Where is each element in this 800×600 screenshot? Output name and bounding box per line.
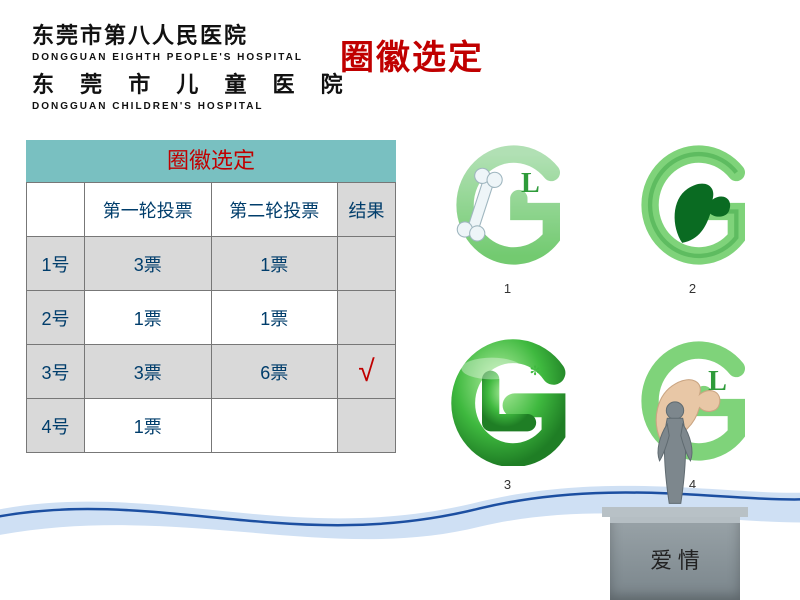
cell-r2: 1票 — [211, 237, 338, 291]
cell-r2 — [211, 399, 338, 453]
svg-text:L: L — [521, 168, 540, 199]
cell-result: √ — [338, 345, 396, 399]
logo-grid: L 1 2 ✼ 3 — [430, 140, 770, 492]
svg-text:✼: ✼ — [529, 363, 540, 378]
plinth-text: 爱 情 — [610, 543, 740, 575]
hospital-2-en: DONGGUAN CHILDREN'S HOSPITAL — [32, 101, 800, 112]
table-header-row: 第一轮投票 第二轮投票 结果 — [27, 183, 396, 237]
table-row: 2号 1票 1票 — [27, 291, 396, 345]
table-row: 3号 3票 6票 √ — [27, 345, 396, 399]
row-label: 2号 — [27, 291, 85, 345]
svg-text:L: L — [708, 366, 727, 397]
cell-r1: 1票 — [85, 399, 212, 453]
logo-2-label: 2 — [615, 281, 770, 296]
cell-r2: 6票 — [211, 345, 338, 399]
plinth: 爱 情 — [610, 515, 740, 600]
cell-r1: 3票 — [85, 237, 212, 291]
logo-1-icon: L — [443, 140, 573, 270]
cell-r1: 3票 — [85, 345, 212, 399]
page-title: 圈徽选定 — [340, 30, 484, 79]
logo-1-label: 1 — [430, 281, 585, 296]
logo-4-label: 4 — [615, 477, 770, 492]
logo-3-icon: ✼ — [443, 336, 573, 466]
logo-cell-3: ✼ 3 — [430, 336, 585, 492]
row-label: 1号 — [27, 237, 85, 291]
vote-table-wrap: 圈徽选定 第一轮投票 第二轮投票 结果 1号 3票 1票 2号 1票 1票 3号… — [26, 140, 396, 453]
logo-cell-4: L 4 — [615, 336, 770, 492]
cell-result — [338, 291, 396, 345]
row-label: 4号 — [27, 399, 85, 453]
table-row: 1号 3票 1票 — [27, 237, 396, 291]
checkmark-icon: √ — [358, 355, 374, 388]
cell-result — [338, 399, 396, 453]
logo-cell-1: L 1 — [430, 140, 585, 296]
cell-r1: 1票 — [85, 291, 212, 345]
col-blank — [27, 183, 85, 237]
logo-2-icon — [628, 140, 758, 270]
col-round1: 第一轮投票 — [85, 183, 212, 237]
vote-table-title: 圈徽选定 — [26, 140, 396, 182]
cell-result — [338, 237, 396, 291]
table-row: 4号 1票 — [27, 399, 396, 453]
logo-cell-2: 2 — [615, 140, 770, 296]
logo-3-label: 3 — [430, 477, 585, 492]
col-result: 结果 — [338, 183, 396, 237]
col-round2: 第二轮投票 — [211, 183, 338, 237]
logo-4-icon: L — [628, 336, 758, 466]
cell-r2: 1票 — [211, 291, 338, 345]
row-label: 3号 — [27, 345, 85, 399]
vote-table: 第一轮投票 第二轮投票 结果 1号 3票 1票 2号 1票 1票 3号 3票 6… — [26, 182, 396, 453]
